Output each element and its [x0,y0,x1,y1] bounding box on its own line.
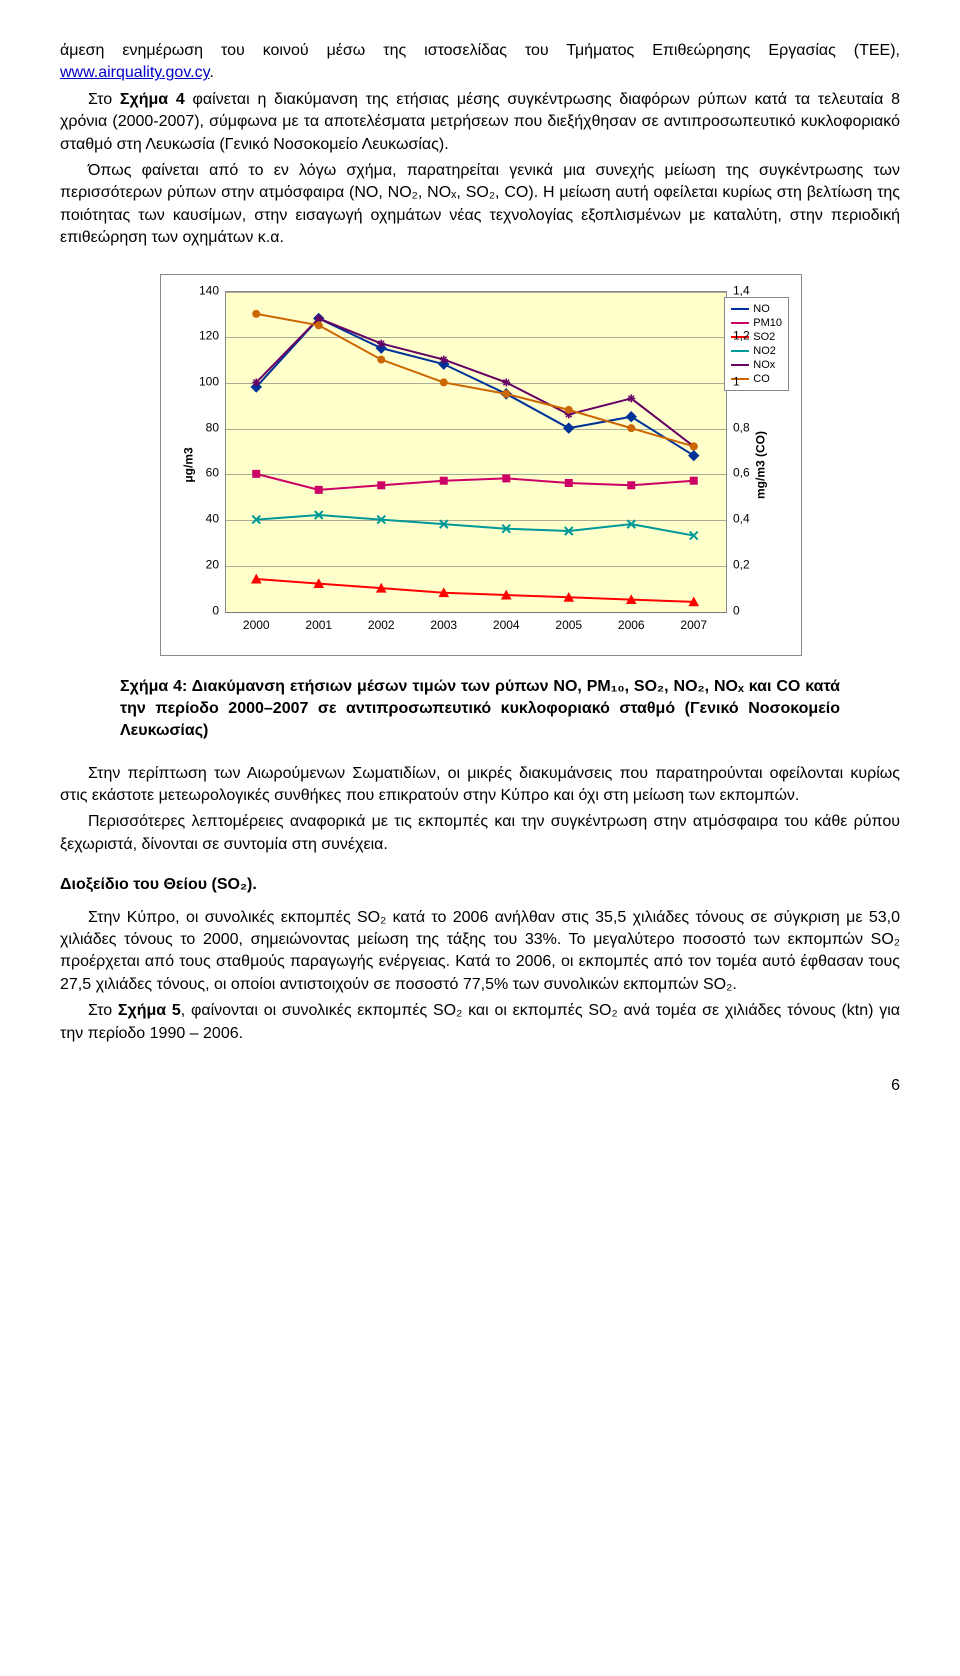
x-tick: 2005 [555,617,582,634]
y-left-tick: 20 [206,556,219,573]
y-right-tick: 1,4 [733,282,750,299]
figure5-ref: Σχήμα 5 [118,1002,181,1019]
paragraph-3: Όπως φαίνεται από το εν λόγω σχήμα, παρα… [60,160,900,250]
p1-text-a: άμεση ενημέρωση του κοινού μέσω της ιστο… [60,42,900,59]
airquality-link[interactable]: www.airquality.gov.cy [60,64,209,81]
marker-CO [315,321,323,329]
series-NO [256,318,694,455]
legend-swatch [731,322,749,324]
legend-label: CO [753,372,770,386]
marker-NO [626,411,637,422]
figure4-ref: Σχήμα 4 [120,91,185,108]
figure-4-caption: Σχήμα 4: Διακύμανση ετήσιων μέσων τιμών … [120,676,840,743]
legend-swatch [731,308,749,310]
x-tick: 2000 [243,617,270,634]
legend-label: PM10 [753,316,782,330]
y-right-tick: 0,6 [733,465,750,482]
marker-PM10 [690,476,698,484]
y-right-tick: 1 [733,374,740,391]
y-left-tick: 80 [206,419,219,436]
paragraph-2: Στο Σχήμα 4 φαίνεται η διακύμανση της ετ… [60,89,900,156]
marker-NOx [627,394,635,402]
y-right-tick: 1,2 [733,328,750,345]
y-axis-left-title: μg/m3 [180,447,197,482]
marker-PM10 [565,479,573,487]
marker-PM10 [252,469,260,477]
marker-NO [688,449,699,460]
paragraph-1: άμεση ενημέρωση του κοινού μέσω της ιστο… [60,40,900,85]
y-axis-right-title: mg/m3 (CO) [753,431,770,499]
legend-label: SO2 [753,330,775,344]
x-tick: 2004 [493,617,520,634]
marker-CO [440,378,448,386]
figure-4-chart: μg/m3 mg/m3 (CO) NOPM10SO2NO2NOxCO 0 20 40… [160,274,800,656]
series-SO2 [256,579,694,602]
marker-CO [690,442,698,450]
paragraph-4: Στην περίπτωση των Αιωρούμενων Σωματιδίω… [60,763,900,808]
p7-lead: Στο [88,1002,118,1019]
page-number: 6 [60,1075,900,1097]
y-right-tick: 0,4 [733,511,750,528]
marker-CO [252,309,260,317]
y-left-tick: 60 [206,465,219,482]
legend-item-NO: NO [731,302,782,316]
chart-canvas: μg/m3 mg/m3 (CO) NOPM10SO2NO2NOxCO 0 20 40… [160,274,802,656]
y-left-tick: 120 [199,328,219,345]
y-left-tick: 100 [199,374,219,391]
so2-heading: Διοξείδιο του Θείου (SO₂). [60,874,900,896]
legend-item-NOx: NOx [731,358,782,372]
y-right-tick: 0,2 [733,556,750,573]
legend-swatch [731,350,749,352]
legend-item-NO2: NO2 [731,344,782,358]
x-tick: 2006 [618,617,645,634]
p2-lead: Στο [88,91,120,108]
p7-rest: , φαίνονται οι συνολικές εκπομπές SO₂ κα… [60,1002,900,1041]
marker-NOx [252,378,260,386]
chart-svg-layer [225,291,725,611]
y-right-tick: 0,8 [733,419,750,436]
y-left-tick: 140 [199,282,219,299]
paragraph-7: Στο Σχήμα 5, φαίνονται οι συνολικές εκπο… [60,1000,900,1045]
y-left-tick: 0 [212,602,219,619]
marker-PM10 [315,485,323,493]
paragraph-5: Περισσότερες λεπτομέρειες αναφορικά με τ… [60,811,900,856]
marker-NO [563,422,574,433]
marker-PM10 [502,474,510,482]
x-tick: 2001 [305,617,332,634]
marker-NOx [315,314,323,322]
legend-swatch [731,364,749,366]
x-tick: 2002 [368,617,395,634]
marker-NOx [502,378,510,386]
x-tick: 2003 [430,617,457,634]
marker-NOx [440,355,448,363]
marker-CO [565,405,573,413]
marker-PM10 [377,481,385,489]
marker-CO [502,389,510,397]
paragraph-6: Στην Κύπρο, οι συνολικές εκπομπές SO₂ κα… [60,907,900,997]
marker-PM10 [440,476,448,484]
legend-label: NOx [753,358,775,372]
legend-label: NO [753,302,770,316]
legend-label: NO2 [753,344,776,358]
x-tick: 2007 [680,617,707,634]
marker-NOx [377,339,385,347]
marker-CO [377,355,385,363]
y-left-tick: 40 [206,511,219,528]
p2-rest: φαίνεται η διακύμανση της ετήσιας μέσης … [60,91,900,153]
marker-PM10 [627,481,635,489]
y-right-tick: 0 [733,602,740,619]
p1-text-b: . [209,64,213,81]
marker-CO [627,424,635,432]
